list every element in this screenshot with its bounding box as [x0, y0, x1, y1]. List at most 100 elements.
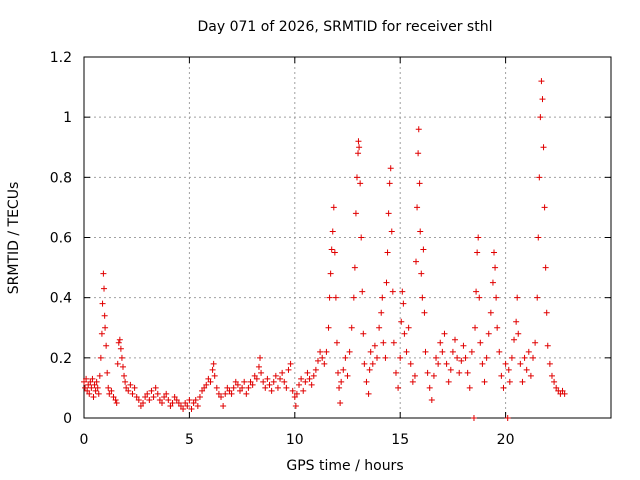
data-point	[188, 405, 195, 412]
data-point	[274, 384, 281, 391]
data-point	[330, 204, 337, 211]
data-point	[399, 288, 406, 295]
data-point	[561, 390, 568, 397]
data-point	[326, 294, 333, 301]
data-point	[96, 372, 103, 379]
data-point	[321, 360, 328, 367]
data-point	[84, 387, 91, 394]
data-point	[103, 342, 110, 349]
data-point	[337, 399, 344, 406]
data-point	[249, 381, 256, 388]
data-point	[333, 339, 340, 346]
data-point	[376, 324, 383, 331]
chart-title: Day 071 of 2026, SRMTID for receiver sth…	[198, 19, 493, 35]
data-point	[514, 294, 521, 301]
data-point	[264, 375, 271, 382]
data-point	[332, 294, 339, 301]
data-point	[230, 384, 237, 391]
data-point	[105, 384, 112, 391]
data-point	[382, 354, 389, 361]
grid	[84, 57, 611, 418]
data-point	[505, 366, 512, 373]
data-point	[329, 228, 336, 235]
data-point	[117, 345, 124, 352]
data-point	[247, 378, 254, 385]
data-point	[361, 360, 368, 367]
data-point	[192, 396, 199, 403]
data-point	[358, 234, 365, 241]
data-point	[116, 336, 123, 343]
data-point	[163, 390, 170, 397]
data-point	[384, 249, 391, 256]
data-point	[102, 324, 109, 331]
data-point	[308, 381, 315, 388]
data-point	[340, 366, 347, 373]
data-point	[89, 375, 96, 382]
data-point	[298, 375, 305, 382]
x-tick-label: 10	[286, 432, 304, 448]
data-point	[336, 384, 343, 391]
data-point	[494, 324, 501, 331]
data-point	[359, 288, 366, 295]
data-point	[177, 402, 184, 409]
data-point	[158, 399, 165, 406]
data-point	[335, 369, 342, 376]
data-point	[182, 399, 189, 406]
data-point	[416, 180, 423, 187]
data-point	[365, 390, 372, 397]
data-point	[90, 393, 97, 400]
data-point	[422, 348, 429, 355]
data-point	[466, 384, 473, 391]
x-tick-label: 20	[497, 432, 515, 448]
data-point	[441, 330, 448, 337]
data-point	[87, 378, 94, 385]
data-point	[541, 204, 548, 211]
data-point	[131, 384, 138, 391]
data-point	[91, 381, 98, 388]
data-point	[506, 378, 513, 385]
data-point	[454, 354, 461, 361]
data-point	[253, 375, 260, 382]
data-point	[532, 339, 539, 346]
data-point	[405, 324, 412, 331]
data-point	[300, 387, 307, 394]
data-point	[398, 318, 405, 325]
data-point	[496, 348, 503, 355]
data-point	[312, 366, 319, 373]
data-point	[543, 309, 550, 316]
data-point	[491, 249, 498, 256]
data-point	[83, 375, 90, 382]
data-point	[317, 348, 324, 355]
data-point	[279, 369, 286, 376]
data-point	[205, 375, 212, 382]
data-point	[519, 378, 526, 385]
data-point	[538, 78, 545, 85]
data-point	[277, 375, 284, 382]
data-point	[167, 402, 174, 409]
data-point	[525, 348, 532, 355]
data-point	[415, 150, 422, 157]
data-point	[93, 378, 100, 385]
data-point	[515, 330, 522, 337]
data-point	[395, 384, 402, 391]
data-point	[419, 294, 426, 301]
data-point	[184, 402, 191, 409]
data-point	[260, 378, 267, 385]
data-point	[439, 348, 446, 355]
data-point	[414, 204, 421, 211]
data-point	[154, 390, 161, 397]
data-point	[331, 249, 338, 256]
data-point	[390, 339, 397, 346]
data-point	[460, 342, 467, 349]
axis-ticks: 0 0.2 0.4 0.6 0.8 1 1.2 0 5 10 15 20	[50, 50, 611, 448]
data-point	[323, 348, 330, 355]
data-point	[415, 126, 422, 133]
data-point	[196, 393, 203, 400]
data-point	[348, 324, 355, 331]
data-point	[283, 384, 290, 391]
data-point	[328, 246, 335, 253]
data-point	[94, 384, 101, 391]
data-point	[426, 384, 433, 391]
data-point	[418, 270, 425, 277]
